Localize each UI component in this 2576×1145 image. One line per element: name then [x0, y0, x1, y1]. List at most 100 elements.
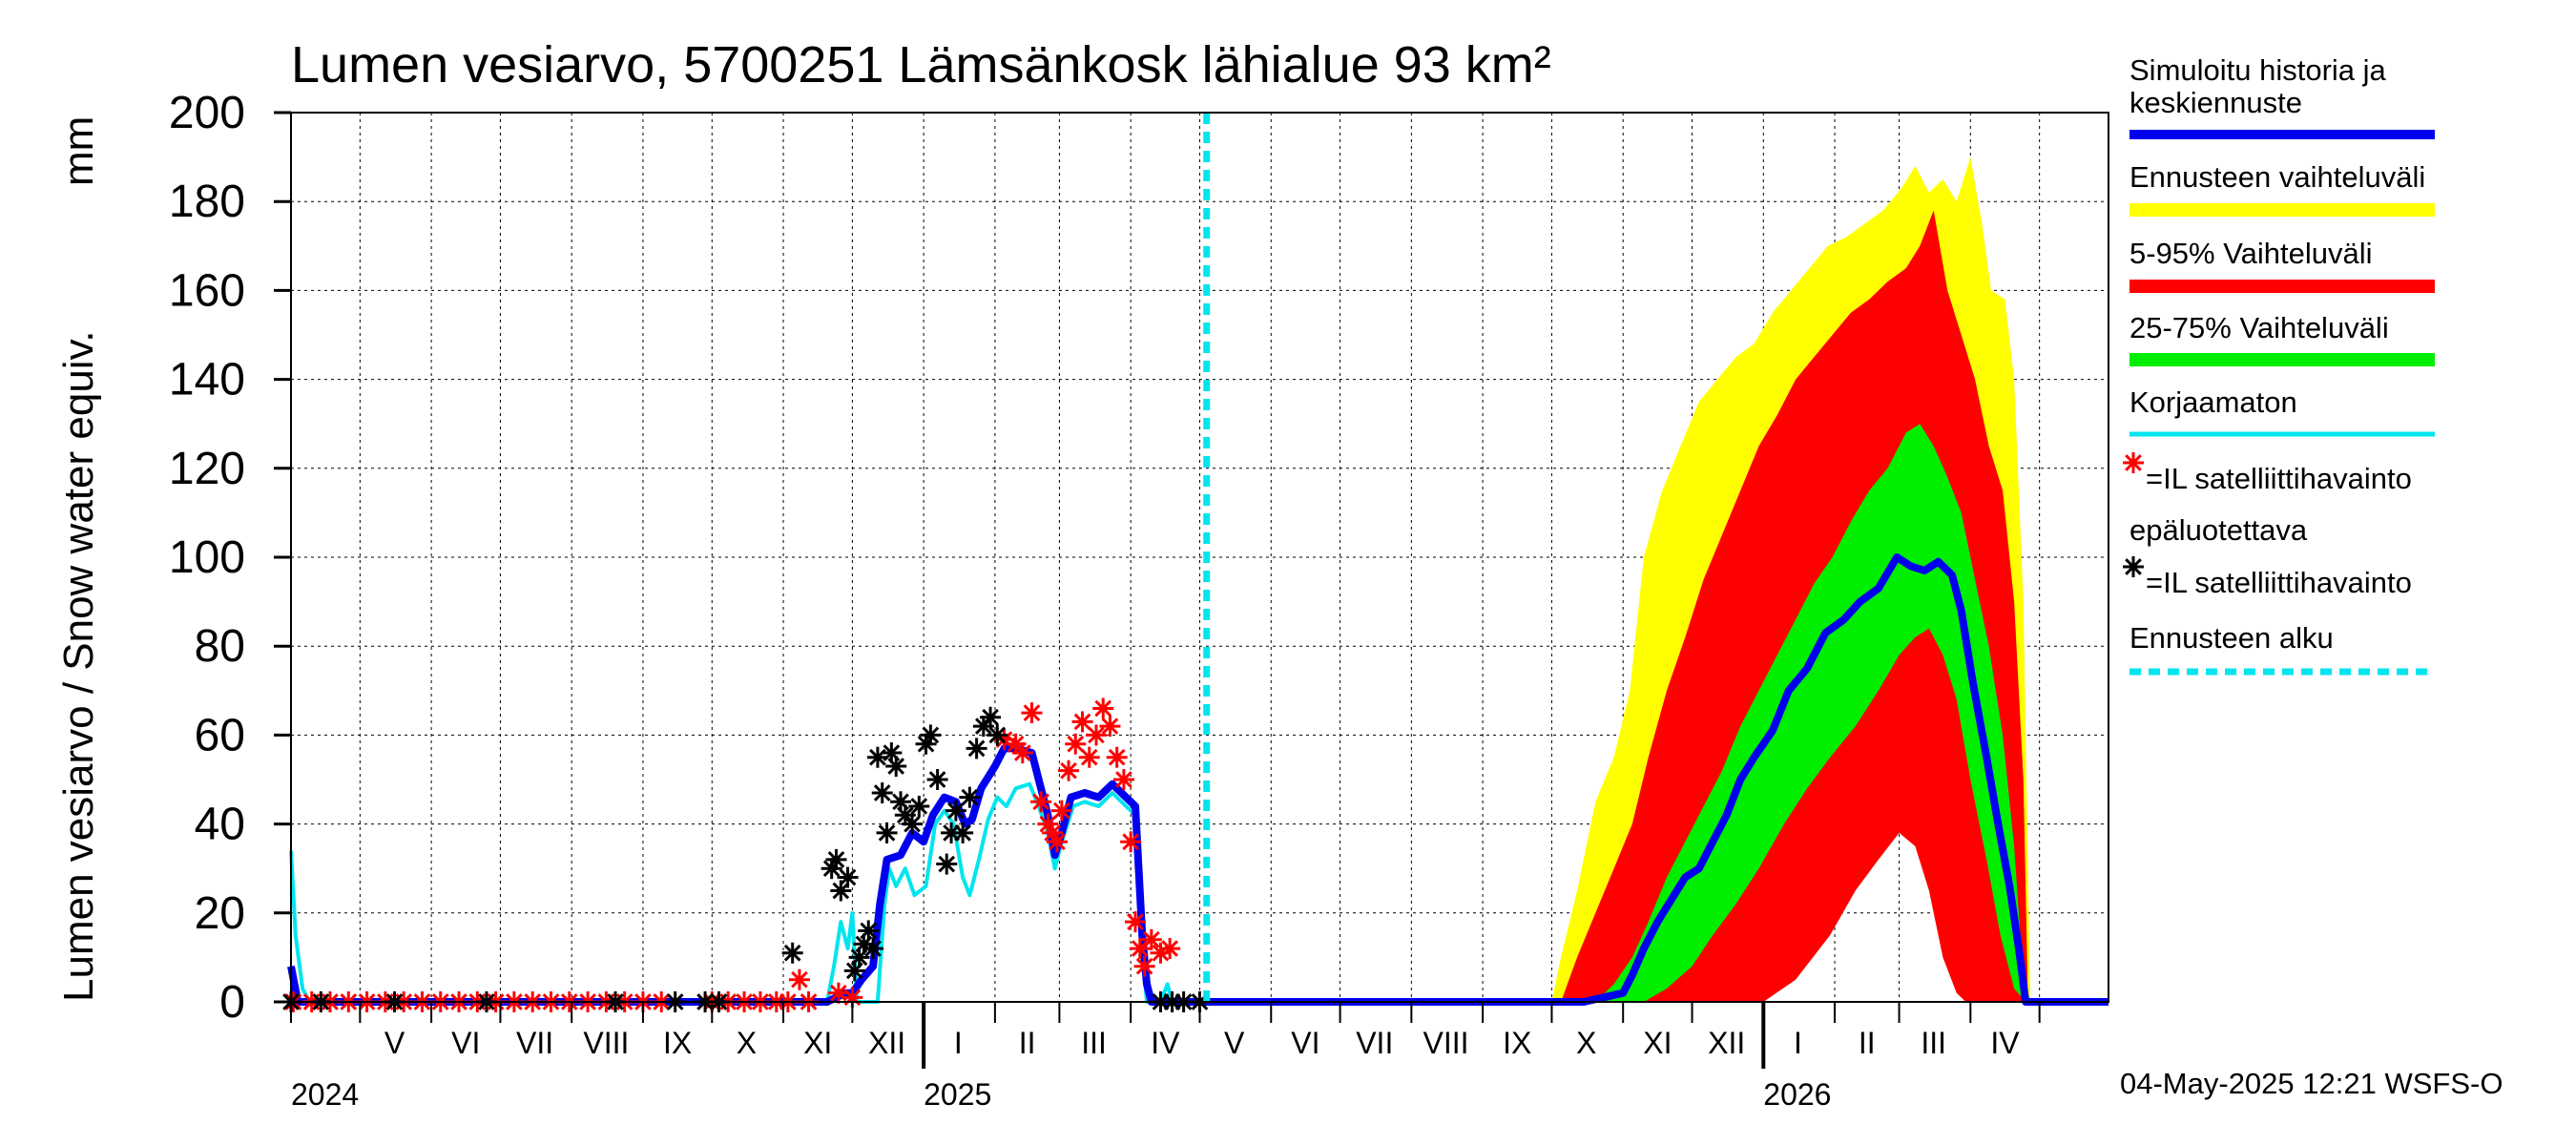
month-label: XI: [1643, 1026, 1672, 1060]
obs-unreliable-marker: [1011, 742, 1033, 764]
month-label: XII: [1708, 1026, 1745, 1060]
obs-reliable-marker: [936, 853, 958, 875]
month-label: IX: [1503, 1026, 1531, 1060]
obs-unreliable-marker: [1078, 746, 1100, 768]
obs-reliable-marker: [952, 822, 974, 843]
legend-marker-reliable: [2123, 556, 2144, 577]
month-label: VI: [1291, 1026, 1319, 1060]
obs-unreliable-marker: [1120, 831, 1142, 853]
obs-reliable-marker: [862, 938, 884, 960]
obs-unreliable-marker: [1124, 911, 1146, 933]
month-label: X: [1576, 1026, 1596, 1060]
obs-reliable-marker: [837, 866, 859, 888]
obs-reliable-marker: [945, 800, 966, 822]
y-tick-label: 180: [169, 177, 245, 227]
month-label: V: [384, 1026, 405, 1060]
series-line-simulated: [287, 553, 2109, 1006]
month-label: IV: [1990, 1026, 2020, 1060]
month-label: IX: [663, 1026, 692, 1060]
obs-reliable-marker: [920, 724, 942, 746]
legend-label-reliable: =IL satelliittihavainto: [2146, 566, 2412, 599]
timestamp-footer: 04-May-2025 12:21 WSFS-O: [2120, 1067, 2503, 1100]
year-label: 2025: [924, 1077, 991, 1112]
legend-label-25-75: 25-75% Vaihteluväli: [2129, 311, 2389, 344]
obs-reliable-marker: [858, 920, 880, 942]
legend-label-simulated-a: Simuloitu historia ja: [2129, 53, 2387, 87]
obs-reliable-marker: [781, 942, 803, 964]
obs-reliable-marker: [885, 756, 907, 778]
legend-label-unreliable-b: epäluotettava: [2129, 513, 2308, 547]
legend-label-unreliable-a: =IL satelliittihavainto: [2146, 462, 2412, 495]
month-label: V: [1224, 1026, 1245, 1060]
obs-unreliable-marker: [1092, 697, 1114, 719]
obs-reliable-marker: [966, 738, 987, 760]
legend-label-5-95: 5-95% Vaihteluväli: [2129, 237, 2372, 270]
obs-reliable-marker: [902, 813, 924, 835]
obs-unreliable-marker: [1159, 938, 1181, 960]
obs-reliable-marker: [987, 724, 1008, 746]
y-tick-label: 40: [195, 800, 245, 850]
year-label: 2024: [291, 1077, 359, 1112]
y-tick-label: 0: [219, 977, 245, 1028]
obs-unreliable-marker: [1030, 791, 1052, 813]
month-label: VII: [1356, 1026, 1393, 1060]
obs-unreliable-marker: [1133, 955, 1155, 977]
obs-unreliable-marker: [1050, 800, 1072, 822]
obs-reliable-marker: [959, 786, 981, 808]
year-label: 2026: [1763, 1077, 1831, 1112]
obs-unreliable-marker: [1099, 716, 1121, 738]
obs-unreliable-marker: [1058, 760, 1080, 781]
y-tick-label: 120: [169, 444, 245, 494]
y-tick-label: 80: [195, 621, 245, 672]
obs-reliable-marker: [871, 781, 893, 803]
obs-unreliable-marker: [788, 968, 810, 990]
month-label: II: [1019, 1026, 1036, 1060]
obs-unreliable-marker: [1112, 769, 1134, 790]
series-line-uncorrected: [289, 781, 1207, 1004]
chart-title: Lumen vesiarvo, 5700251 Lämsänkosk lähia…: [291, 36, 1551, 94]
y-tick-label: 160: [169, 265, 245, 316]
legend-label-uncorrected: Korjaamaton: [2129, 385, 2297, 419]
obs-unreliable-marker: [1085, 724, 1107, 746]
y-tick-label: 200: [169, 88, 245, 138]
y-tick-label: 100: [169, 532, 245, 583]
month-label: X: [737, 1026, 757, 1060]
legend-marker-unreliable: [2123, 452, 2144, 473]
month-label: VIII: [1423, 1026, 1469, 1060]
obs-unreliable-marker: [1065, 733, 1087, 755]
obs-unreliable-marker: [1140, 928, 1162, 950]
month-label: VIII: [583, 1026, 629, 1060]
legend-label-forecast-start: Ennusteen alku: [2129, 621, 2334, 655]
band-5-95-vaihteluv-li: [1561, 210, 2028, 1002]
month-label: VI: [451, 1026, 480, 1060]
month-label: I: [1794, 1026, 1802, 1060]
month-label: III: [1921, 1026, 1946, 1060]
y-tick-label: 140: [169, 355, 245, 406]
legend-label-forecast-range: Ennusteen vaihteluväli: [2129, 160, 2425, 194]
legend-label-simulated-b: keskiennuste: [2129, 86, 2302, 119]
month-label: VII: [516, 1026, 553, 1060]
month-label: I: [954, 1026, 963, 1060]
month-label: IV: [1151, 1026, 1180, 1060]
y-tick-label: 20: [195, 888, 245, 939]
obs-unreliable-marker: [1129, 938, 1151, 960]
obs-reliable-marker: [876, 822, 898, 843]
y-tick-label: 60: [195, 710, 245, 760]
obs-unreliable-marker: [1046, 831, 1068, 853]
y-axis-unit: mm: [55, 116, 102, 186]
obs-reliable-marker: [980, 706, 1002, 728]
obs-unreliable-marker: [1021, 702, 1043, 724]
obs-unreliable-marker: [1106, 746, 1128, 768]
month-label: XII: [868, 1026, 905, 1060]
obs-reliable-marker: [908, 795, 930, 817]
month-label: XI: [803, 1026, 832, 1060]
obs-reliable-marker: [825, 848, 847, 870]
month-label: II: [1859, 1026, 1876, 1060]
month-label: III: [1081, 1026, 1107, 1060]
y-axis-label: Lumen vesiarvo / Snow water equiv.: [55, 330, 102, 1002]
obs-reliable-marker: [926, 769, 948, 790]
obs-reliable-marker: [866, 746, 888, 768]
